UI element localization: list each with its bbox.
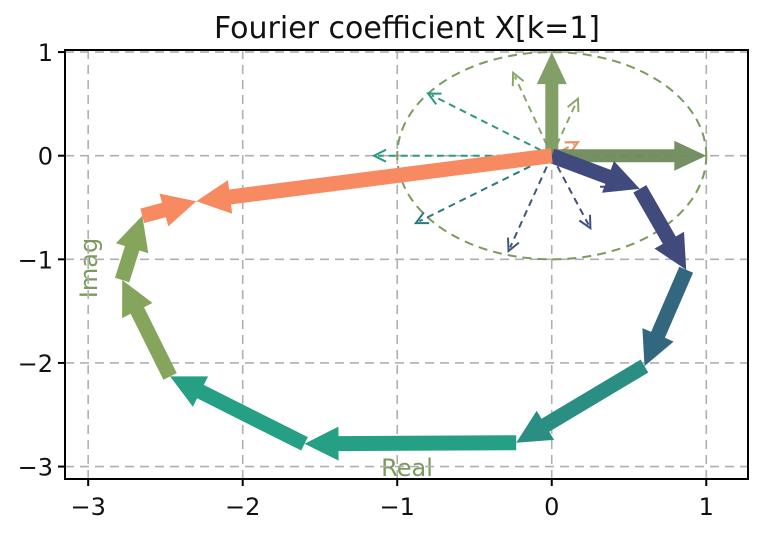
rotating-vector-line	[550, 155, 590, 226]
chart-title: Fourier coefficient X[k=1]	[214, 11, 600, 46]
rotating-vector-head	[371, 148, 387, 163]
path-segment-arrow	[122, 280, 177, 380]
rotating-vector-head	[578, 214, 592, 231]
y-tick-label: 0	[38, 143, 53, 171]
path-segment-arrow	[516, 359, 649, 443]
path-segment-arrow	[549, 148, 640, 193]
path-segment-arrow	[304, 426, 517, 461]
plot-area	[115, 51, 708, 461]
x-tick-label: −1	[380, 493, 415, 521]
rotating-vector-head	[511, 70, 525, 87]
x-tick-label: 0	[544, 493, 559, 521]
rotating-vector-head	[413, 211, 430, 225]
path-segment-arrow	[633, 185, 687, 270]
path-segment-arrow	[196, 148, 553, 214]
y-tick-label: 1	[38, 39, 53, 67]
path-segment-arrow	[115, 215, 149, 283]
x-axis-label: Real	[381, 454, 433, 482]
path-segment-arrow	[170, 376, 308, 451]
rotating-vector-head	[566, 96, 580, 113]
y-tick-label: −2	[18, 350, 53, 378]
x-tick-label: 1	[699, 493, 714, 521]
rotating-vector-line	[550, 101, 578, 157]
x-tick-label: −2	[225, 493, 260, 521]
rotating-vector-head	[507, 237, 520, 254]
x-tick-label: −3	[70, 493, 105, 521]
path-segment-arrow	[140, 193, 197, 227]
basis-vector-arrow	[536, 52, 567, 156]
rotating-vector-head	[426, 92, 442, 105]
y-tick-label: −1	[18, 246, 53, 274]
grid-lines	[65, 50, 748, 479]
y-axis-label: Imag	[75, 238, 103, 298]
path-segment-arrow	[642, 266, 694, 367]
rotating-vector-line	[509, 155, 553, 248]
rotating-vector-line	[418, 154, 553, 223]
y-tick-label: −3	[18, 454, 53, 482]
axis-ticks: −3 −2 −1 0 1 1 0 −1 −2 −3	[18, 39, 714, 521]
plot-frame	[64, 49, 749, 480]
basis-vector-arrow	[551, 140, 707, 171]
rotating-vector-line	[431, 94, 553, 157]
